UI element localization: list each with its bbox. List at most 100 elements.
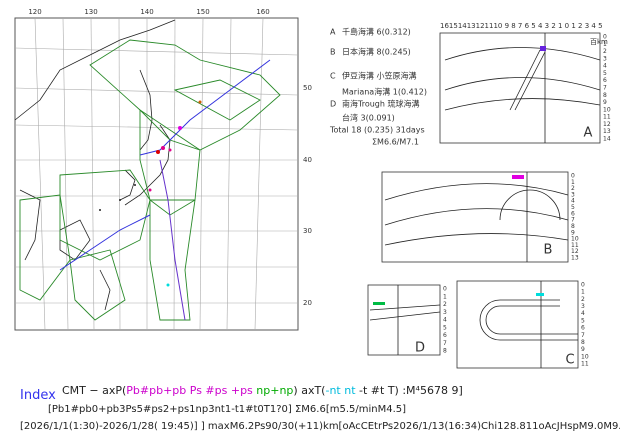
- depth-tick: 7: [571, 217, 575, 224]
- event: [536, 293, 544, 296]
- depth-tick: 11: [581, 361, 589, 368]
- depth-tick: 4: [581, 310, 585, 317]
- cmt-segment: ) axT(: [293, 384, 326, 397]
- magnitude: ΣM6.6/M7.1: [372, 138, 419, 147]
- events: [99, 100, 202, 287]
- cmt-segment: CMT − axP(: [62, 384, 127, 397]
- depth-tick: 0: [581, 282, 585, 289]
- depth-tick: 6: [603, 77, 607, 84]
- legend-text: 台湾 3(0.091): [342, 113, 395, 123]
- section-label: D: [415, 341, 425, 356]
- depth-tick: 12: [571, 248, 579, 255]
- legend-key: D: [330, 100, 336, 109]
- depth-tick: 5: [603, 70, 607, 77]
- lon-label: 140: [140, 8, 153, 16]
- lat-label: 50: [303, 84, 312, 92]
- depth-tick: 2: [571, 185, 575, 192]
- depth-tick: 10: [581, 353, 589, 360]
- depth-tick: 2: [603, 48, 607, 55]
- lon-label: 130: [84, 8, 97, 16]
- map-grid: [14, 17, 299, 331]
- depth-tick: 5: [581, 317, 585, 324]
- depth-tick: 12: [603, 121, 611, 128]
- total: Total 18 (0.235) 31days: [329, 126, 425, 135]
- depth-tick: 5: [571, 204, 575, 211]
- depth-tick: 8: [571, 223, 575, 230]
- depth-tick: 7: [581, 332, 585, 339]
- depth-tick: 13: [571, 255, 579, 262]
- legend-text: Mariana海溝 1(0.412): [342, 87, 427, 97]
- depth-tick: 3: [603, 55, 607, 62]
- event: [373, 302, 385, 305]
- depth-tick: 6: [571, 210, 575, 217]
- section-curves: [369, 33, 601, 368]
- depth-tick: 1: [443, 293, 447, 300]
- depth-tick: 4: [571, 198, 575, 205]
- cmt-segment: 8 9]: [440, 384, 463, 397]
- depth-tick: 9: [581, 346, 585, 353]
- depth-tick: 1: [581, 289, 585, 296]
- depth-tick: 0: [443, 286, 447, 293]
- legend-text: 日本海溝 8(0.245): [342, 47, 411, 57]
- depth-tick: 9: [603, 99, 607, 106]
- trench: [159, 159, 186, 321]
- cmt-segment: Pb#pb+pb: [126, 384, 187, 397]
- lat-label: 40: [303, 156, 312, 164]
- depth-tick: 10: [571, 236, 579, 243]
- depth-tick: 4: [603, 63, 607, 70]
- legend-text: 千島海溝 6(0.312): [342, 27, 411, 37]
- depth-tick: 0: [571, 173, 575, 180]
- footer-line: [Pb1#pb0+pb3Ps5#ps2+ps1np3nt1-t1#t0T1?0]…: [48, 404, 407, 415]
- trench: [139, 59, 271, 156]
- legend-key: B: [330, 48, 336, 57]
- depth-tick: 2: [581, 296, 585, 303]
- event: [540, 46, 546, 51]
- lon-label: 160: [256, 8, 269, 16]
- depth-tick: 14: [603, 136, 611, 143]
- legend-text: 伊豆海溝 小笠原海溝: [342, 71, 417, 81]
- depth-tick: 3: [581, 303, 585, 310]
- section-label: B: [544, 243, 553, 258]
- section-label: C: [565, 353, 574, 368]
- depth-tick: 5: [443, 324, 447, 331]
- depth-tick: 11: [603, 114, 611, 121]
- depth-tick: 1: [571, 179, 575, 186]
- legend-key: A: [330, 28, 336, 37]
- depth-tick: 7: [443, 340, 447, 347]
- cmt-segment: -nt nt: [325, 384, 356, 397]
- index-label: Index: [20, 388, 56, 403]
- cmt-segment: -t #t T) :M⁴567: [355, 384, 441, 397]
- lon-label: 120: [28, 8, 41, 16]
- trench: [59, 214, 151, 271]
- scale-unit: 百km: [590, 38, 608, 46]
- map-frame: [14, 17, 299, 331]
- legend-text: 南海Trough 琉球海溝: [342, 99, 419, 109]
- depth-tick: 8: [443, 348, 447, 355]
- cmt-segment: np+np: [252, 384, 294, 397]
- depth-tick: 3: [571, 191, 575, 198]
- lat-label: 30: [303, 227, 312, 235]
- depth-tick: 13: [603, 128, 611, 135]
- section-frames: [367, 32, 601, 369]
- depth-tick: 6: [443, 332, 447, 339]
- footer-line: [2026/1/1(1:30)-2026/1/28( 19:45)] ] max…: [20, 421, 620, 432]
- legend-key: C: [330, 72, 336, 81]
- depth-tick: 2: [443, 301, 447, 308]
- figure: 16151413121110 9 8 7 6 5 4 3 2 1 0 1 2 3…: [14, 8, 611, 369]
- cmt-line: CMT − axP(Pb#pb+pb Ps #ps +ps np+np) axT…: [62, 384, 463, 397]
- depth-tick: 3: [443, 309, 447, 316]
- depth-tick: 0: [603, 34, 607, 41]
- depth-tick: 8: [603, 92, 607, 99]
- depth-tick: 11: [571, 242, 579, 249]
- section-label: A: [584, 126, 593, 141]
- cmt-segment: Ps #ps +ps: [186, 384, 253, 397]
- coastline: [14, 19, 176, 311]
- event: [512, 175, 524, 179]
- depth-tick: 1: [603, 41, 607, 48]
- distance-scale: 16151413121110 9 8 7 6 5 4 3 2 1 0 1 2 3…: [440, 22, 603, 30]
- depth-tick: 8: [581, 339, 585, 346]
- depth-tick: 6: [581, 325, 585, 332]
- depth-tick: 10: [603, 106, 611, 113]
- lon-label: 150: [196, 8, 209, 16]
